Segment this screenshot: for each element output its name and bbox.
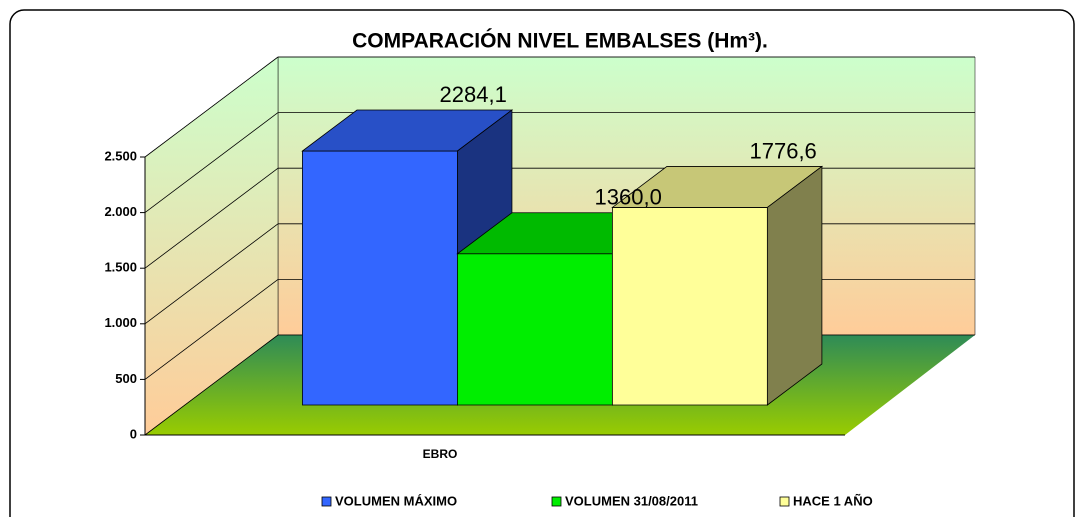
bar-side	[766, 165, 823, 406]
bar-face	[611, 207, 768, 406]
value-label: 2284,1	[440, 82, 507, 107]
grid-line	[144, 112, 279, 213]
legend-label: VOLUMEN MÁXIMO	[335, 493, 457, 508]
y-tick-label: 2.500	[104, 148, 137, 163]
legend-label: VOLUMEN 31/08/2011	[565, 493, 698, 508]
legend-swatch	[779, 496, 790, 507]
y-tick-label: 1.500	[104, 260, 137, 275]
chart-title: COMPARACIÓN NIVEL EMBALSES (Hm³).	[352, 29, 768, 53]
bar-face	[457, 253, 613, 406]
grid-line	[144, 56, 279, 158]
bar-face	[302, 150, 458, 406]
y-tick-label: 0	[130, 426, 137, 441]
grid-line	[144, 334, 279, 436]
value-label: 1360,0	[595, 185, 662, 210]
y-tick-label: 2.000	[104, 204, 137, 219]
grid-line	[144, 279, 279, 380]
x-tick-label: EBRO	[423, 447, 458, 461]
legend-swatch	[551, 496, 562, 507]
grid-line	[144, 223, 279, 325]
value-label: 1776,6	[750, 138, 817, 163]
grid-line	[144, 167, 279, 269]
legend-swatch	[321, 496, 332, 507]
y-tick-label: 1.000	[104, 315, 137, 330]
y-tick-label: 500	[115, 371, 137, 386]
legend-label: HACE 1 AÑO	[793, 493, 873, 508]
